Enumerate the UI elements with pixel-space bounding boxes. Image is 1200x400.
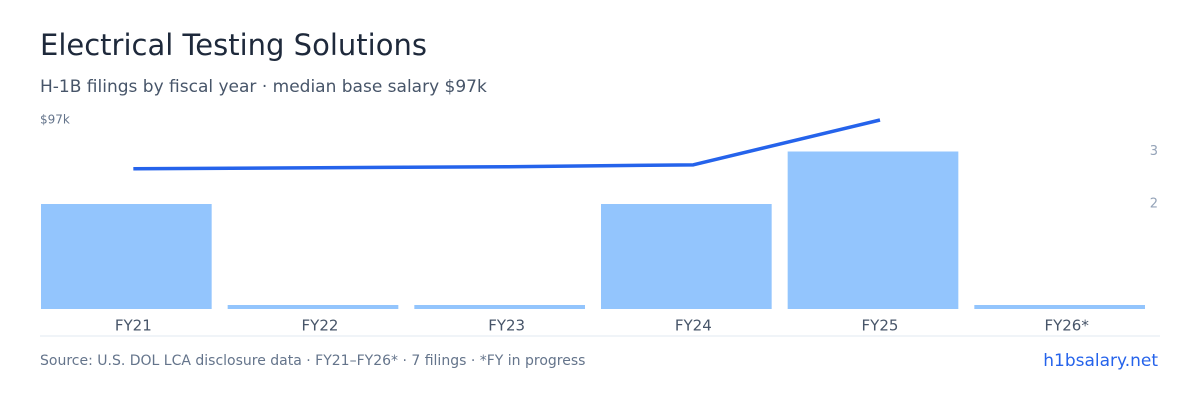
chart-title: Electrical Testing Solutions bbox=[40, 28, 427, 62]
y2-tick-label: 2 bbox=[1150, 197, 1158, 212]
y2-tick-label: 3 bbox=[1150, 144, 1158, 159]
y-tick-label: $97k bbox=[40, 113, 70, 127]
bar bbox=[227, 305, 399, 309]
x-tick-label: FY21 bbox=[115, 317, 152, 335]
x-tick-label: FY26* bbox=[1044, 317, 1089, 335]
source-note: Source: U.S. DOL LCA disclosure data · F… bbox=[40, 353, 585, 369]
bar bbox=[974, 305, 1145, 309]
bar bbox=[41, 204, 212, 309]
bar bbox=[787, 151, 959, 309]
bar bbox=[601, 204, 772, 309]
x-tick-label: FY22 bbox=[302, 317, 339, 335]
x-tick-label: FY23 bbox=[488, 317, 525, 335]
brand-link[interactable]: h1bsalary.net bbox=[1043, 351, 1158, 371]
chart-subtitle: H-1B filings by fiscal year · median bas… bbox=[40, 77, 487, 97]
x-tick-label: FY25 bbox=[862, 317, 899, 335]
salary-line bbox=[133, 118, 881, 171]
x-tick-label: FY24 bbox=[675, 317, 712, 335]
bar bbox=[414, 305, 585, 309]
